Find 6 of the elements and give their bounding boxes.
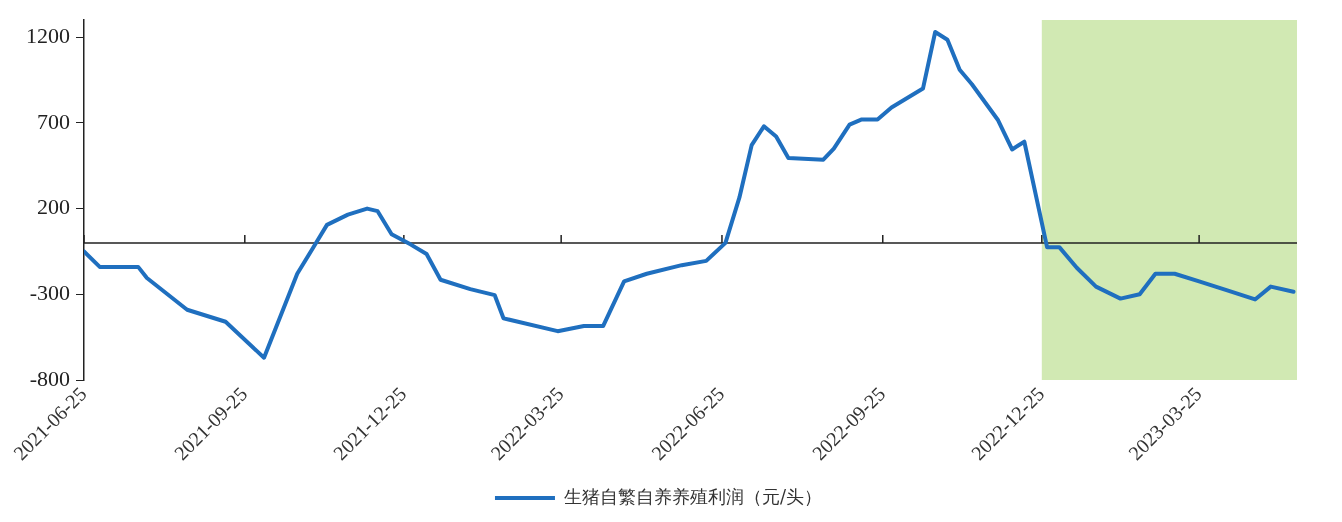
- legend-label: 生猪自繁自养养殖利润（元/头）: [563, 485, 823, 507]
- y-tick-label: 1200: [26, 22, 70, 48]
- y-tick-label: -800: [29, 365, 70, 391]
- y-tick-label: 700: [37, 108, 70, 134]
- y-tick-label: -300: [29, 280, 70, 306]
- y-tick-label: 200: [37, 194, 70, 220]
